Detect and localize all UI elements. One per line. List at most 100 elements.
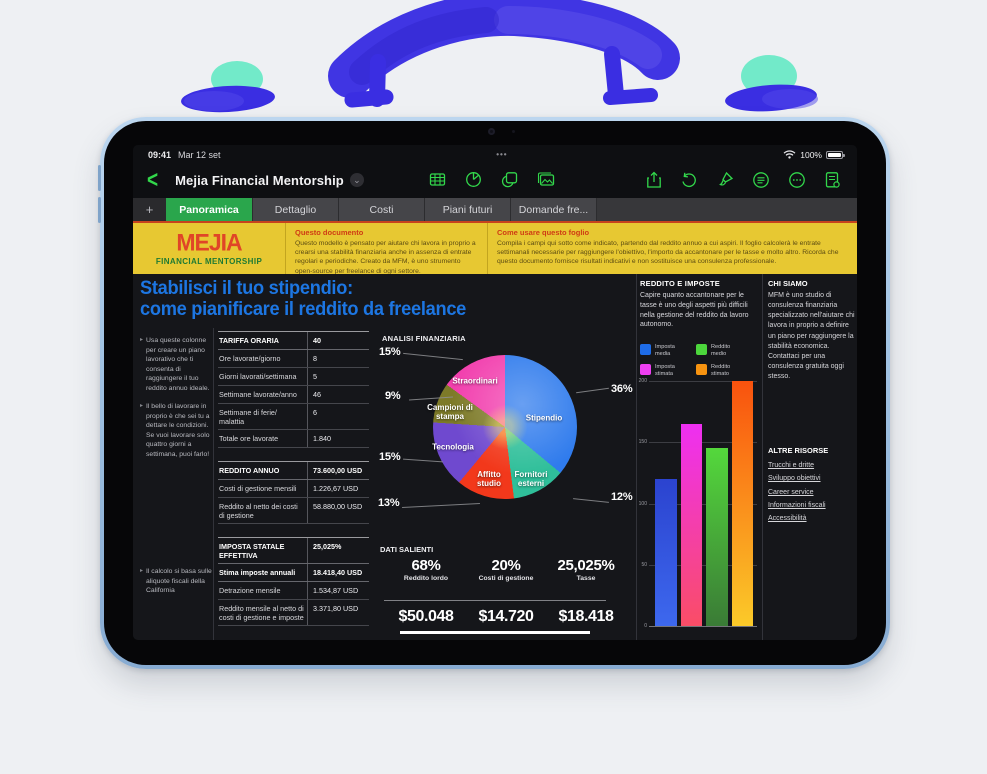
legend-swatch [696,344,707,355]
link-trucchi[interactable]: Trucchi e dritte [768,462,815,469]
bar-chart-legend: Imposta media Reddito medio Imposta stim… [640,344,752,378]
panel-body: Capire quanto accantonare per le tasse è… [640,292,749,329]
pie-slice-label: Stipendio [525,413,563,423]
table-row[interactable]: Reddito al netto dei costi di gestione 58… [218,498,369,524]
screen: 09:41 Mar 12 set ••• 100% < Mejia F [133,145,857,640]
table-row[interactable]: Ore lavorate/giorno 8 [218,350,369,368]
share-icon[interactable] [646,171,662,189]
legend-label: Reddito medio [711,344,731,357]
link-sviluppo[interactable]: Sviluppo obiettivi [768,475,821,483]
volume-button [98,165,101,191]
altre-risorse-section: ALTRE RISORSE Trucchi e dritte Sviluppo … [768,446,856,525]
logo-subtitle: FINANCIAL MENTORSHIP [155,257,263,266]
table-row[interactable]: Giorni lavorati/settimana 5 [218,368,369,386]
tab-costi[interactable]: Costi [338,198,424,221]
y-axis-tick: 100 [638,501,647,507]
document-settings-icon[interactable] [824,171,841,189]
chi-siamo-section: CHI SIAMO MFM è uno studio di consulenza… [768,279,856,382]
tab-panoramica[interactable]: Panoramica [166,198,252,221]
bar-imposta-stimata[interactable] [680,423,702,626]
banner-doc-title: Questo documento [295,228,364,237]
link-accessibilita[interactable]: Accessibilità [768,515,807,523]
pie-callout-pct: 13% [378,497,400,509]
pie-chart[interactable] [433,355,577,499]
chi-siamo-body: MFM è uno studio di consulenza finanziar… [768,292,855,381]
table-row[interactable]: Settimane lavorate/anno 46 [218,386,369,404]
pie-slice-label: Campioni di stampa [427,403,473,421]
sensor-dot [512,130,515,133]
legend-label: Reddito stimato [711,363,731,377]
divider [384,600,606,601]
callout-line [402,502,480,509]
document-title[interactable]: Mejia Financial Mentorship [175,172,344,188]
more-icon[interactable] [788,171,806,189]
table-row[interactable]: Costi di gestione mensili 1.226,67 USD [218,480,369,498]
banner-use-title: Come usare questo foglio [497,228,590,237]
insert-chart-icon[interactable] [465,171,482,188]
chi-siamo-title: CHI SIAMO [768,279,808,288]
bar-reddito-stimato[interactable] [731,381,753,626]
y-axis-tick: 200 [638,378,647,384]
date: Mar 12 set [178,149,221,160]
format-icon[interactable] [752,171,770,189]
link-career[interactable]: Career service [768,488,814,496]
volume-button [98,197,101,223]
table-reddito-annuo[interactable]: REDDITO ANNUO 73.600,00 USD Costi di gest… [218,461,369,524]
bar-imposta-media[interactable] [655,479,677,626]
table-row[interactable]: Settimane di ferie/ malattia 6 [218,404,369,430]
back-button[interactable]: < [147,166,159,194]
format-brush-icon[interactable] [716,171,734,189]
y-axis-tick: 0 [644,623,647,629]
pie-chart-area[interactable] [433,355,577,499]
page-title: Stabilisci il tuo stipendio: come pianif… [140,278,467,320]
stat-amount: $50.048 [398,608,454,625]
note-text: Usa queste colonne per creare un piano l… [146,337,210,392]
ipad-device: 09:41 Mar 12 set ••• 100% < Mejia F [98,117,890,669]
title-disclosure-icon[interactable]: ⌄ [349,173,364,187]
table-imposta-statale[interactable]: IMPOSTA STATALE EFFETTIVA 25,025% Stima i… [218,537,369,626]
bar-reddito-medio[interactable] [706,448,728,626]
multitask-dots[interactable]: ••• [496,150,508,159]
tab-bar-empty [596,198,857,221]
battery-percent: 100% [800,149,822,160]
legend-swatch [640,363,651,375]
table-row[interactable]: Detrazione mensile 1.534,87 USD [218,582,369,600]
stat-label: Costi di gestione [478,575,534,582]
insert-table-icon[interactable] [429,171,446,188]
toolbar: < Mejia Financial Mentorship ⌄ [133,162,857,198]
banner-doc-body: Questo modello è pensato per aiutare chi… [295,240,476,275]
pie-slice-label: Affitto studio [477,470,501,488]
bar-chart[interactable]: 200 150 100 50 0 [639,378,757,629]
tab-dettaglio[interactable]: Dettaglio [252,198,338,221]
stat-pct: 68% [411,557,441,574]
note-text: Il bello di lavorare in proprio è che se… [146,403,210,458]
column-divider [762,274,763,640]
header-banner[interactable]: MEJIA FINANCIAL MENTORSHIP Questo docume… [133,221,857,275]
link-fiscali[interactable]: Informazioni fiscali [768,501,826,509]
stat-amount: $18.418 [558,608,614,625]
pie-slice-label: Straordinari [452,376,498,386]
amounts-row: $50.048 $14.720 $18.418 [386,608,626,626]
altre-risorse-title: ALTRE RISORSE [768,446,829,455]
input-tables: TARIFFA ORARIA 40 Ore lavorate/giorno 8 Gi… [218,331,369,639]
tab-domande[interactable]: Domande fre... [510,198,596,221]
table-row[interactable]: Reddito mensile al netto di costi di ges… [218,600,369,626]
stat-pct: 20% [491,557,521,574]
stat-pct: 25,025% [557,557,615,574]
status-bar: 09:41 Mar 12 set ••• 100% [133,145,857,162]
table-tariffa-oraria[interactable]: TARIFFA ORARIA 40 Ore lavorate/giorno 8 Gi… [218,331,369,448]
table-row[interactable]: Totale ore lavorate 1.840 [218,430,369,448]
legend-swatch [696,363,707,375]
undo-icon[interactable] [680,171,698,189]
pie-callout-pct: 15% [379,451,401,463]
insert-shape-icon[interactable] [501,171,518,188]
tab-piani-futuri[interactable]: Piani futuri [424,198,510,221]
sheet-canvas[interactable]: Stabilisci il tuo stipendio: come pianif… [133,274,857,640]
insert-media-icon[interactable] [537,171,555,188]
add-sheet-button[interactable]: + [133,198,166,221]
stat-label: Reddito lordo [403,575,449,582]
banner-doc-column: Questo documento Questo modello è pensat… [285,223,487,275]
stat-label: Tasse [576,575,596,582]
callout-line [576,387,609,394]
